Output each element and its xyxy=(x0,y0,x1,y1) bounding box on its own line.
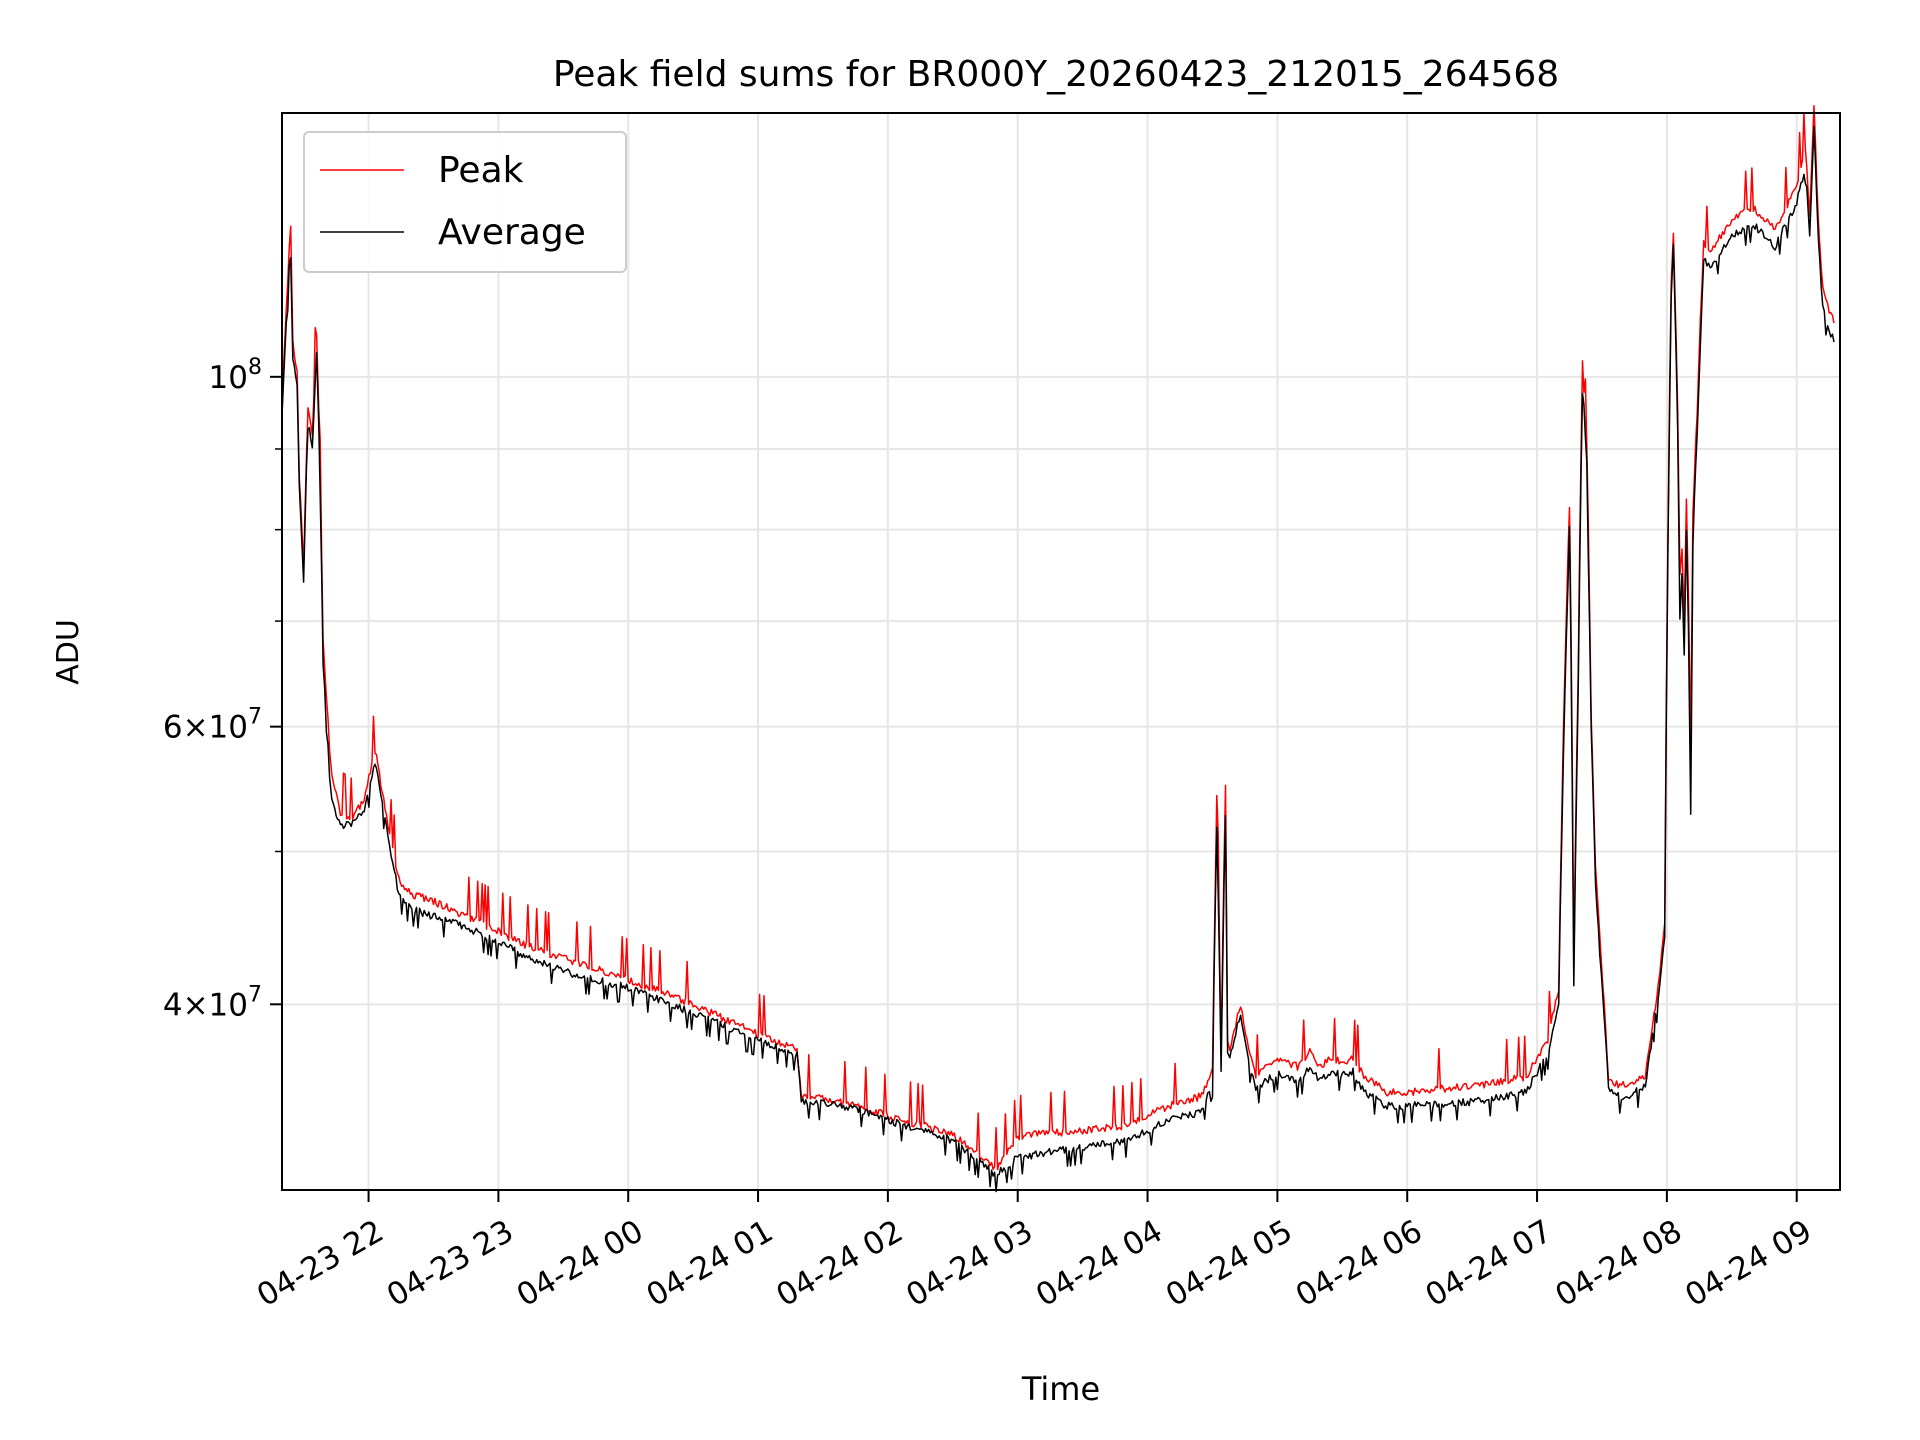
y-tick-label: 108 xyxy=(209,355,262,396)
plot-series xyxy=(281,105,1835,1193)
legend-box xyxy=(303,131,627,273)
legend-label-average: Average xyxy=(438,212,586,253)
y-axis-label: ADU xyxy=(51,619,86,685)
y-tick-label: 4×107 xyxy=(163,982,262,1023)
x-axis-label: Time xyxy=(1021,1370,1100,1408)
series-line-average xyxy=(281,125,1835,1193)
chart-title: Peak field sums for BR000Y_20260423_2120… xyxy=(553,54,1559,95)
legend: Peak Average xyxy=(303,131,627,273)
legend-label-peak: Peak xyxy=(438,150,524,191)
plot-frame xyxy=(281,112,1841,1191)
y-tick-label: 6×107 xyxy=(163,705,262,746)
grid xyxy=(282,113,1840,1190)
